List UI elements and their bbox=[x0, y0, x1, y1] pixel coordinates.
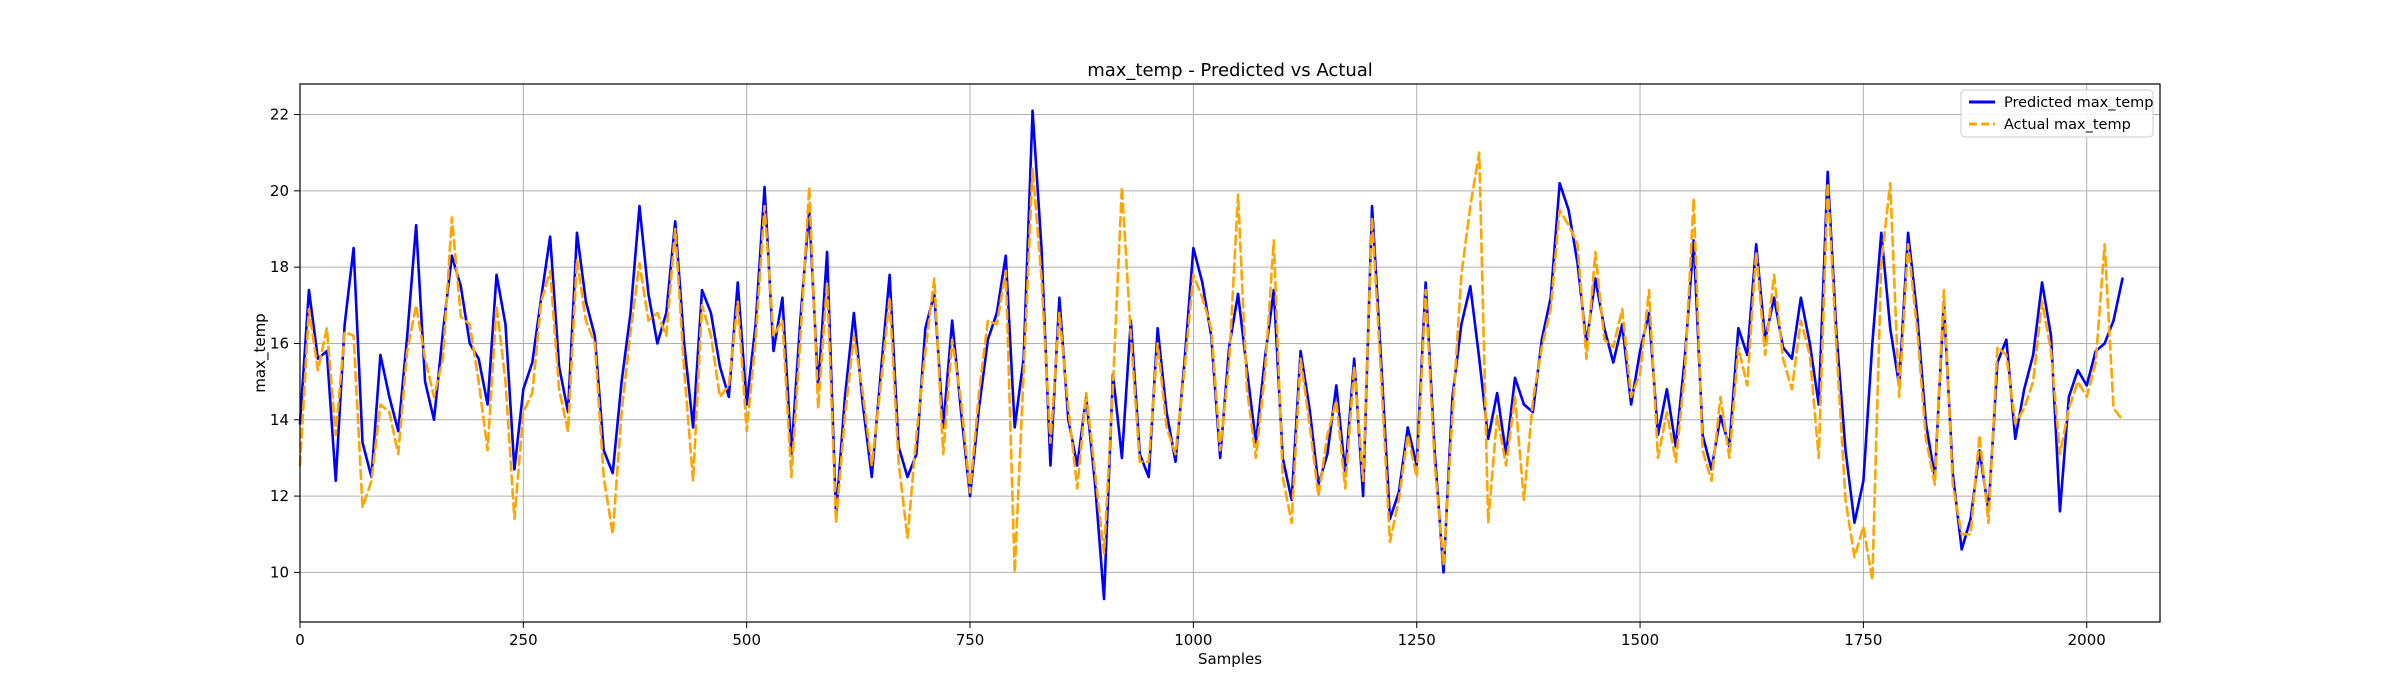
legend-label-actual: Actual max_temp bbox=[2004, 117, 2131, 133]
y-tick-label: 18 bbox=[270, 258, 289, 276]
legend-label-predicted: Predicted max_temp bbox=[2004, 95, 2153, 111]
y-tick-label: 14 bbox=[270, 411, 289, 429]
x-axis-title: Samples bbox=[1198, 650, 1262, 668]
x-tick-label: 1250 bbox=[1398, 631, 1436, 649]
y-tick-label: 16 bbox=[270, 334, 289, 352]
x-tick-label: 1750 bbox=[1844, 631, 1882, 649]
y-tick-label: 12 bbox=[270, 487, 289, 505]
x-tick-label: 1000 bbox=[1174, 631, 1212, 649]
y-axis-ticks: 10 12 14 16 18 20 22 bbox=[270, 106, 300, 581]
y-axis-title: max_temp bbox=[251, 313, 270, 392]
x-axis-ticks: 0 250 500 750 1000 1250 1500 1750 2000 bbox=[295, 622, 2106, 649]
series-layer bbox=[298, 109, 2124, 601]
series-line-actual bbox=[298, 151, 2124, 582]
legend-box bbox=[1960, 89, 2154, 138]
y-tick-label: 22 bbox=[270, 106, 289, 124]
y-tick-label: 20 bbox=[270, 182, 289, 200]
x-tick-label: 500 bbox=[732, 631, 761, 649]
plot-frame bbox=[299, 83, 2161, 623]
legend: Predicted max_temp Actual max_temp bbox=[1960, 89, 2154, 138]
x-tick-label: 1500 bbox=[1621, 631, 1659, 649]
x-tick-label: 2000 bbox=[2068, 631, 2106, 649]
y-tick-label: 10 bbox=[270, 563, 289, 581]
x-tick-label: 0 bbox=[295, 631, 305, 649]
chart-title: max_temp - Predicted vs Actual bbox=[1087, 60, 1373, 81]
x-tick-label: 750 bbox=[956, 631, 985, 649]
x-tick-label: 250 bbox=[509, 631, 538, 649]
